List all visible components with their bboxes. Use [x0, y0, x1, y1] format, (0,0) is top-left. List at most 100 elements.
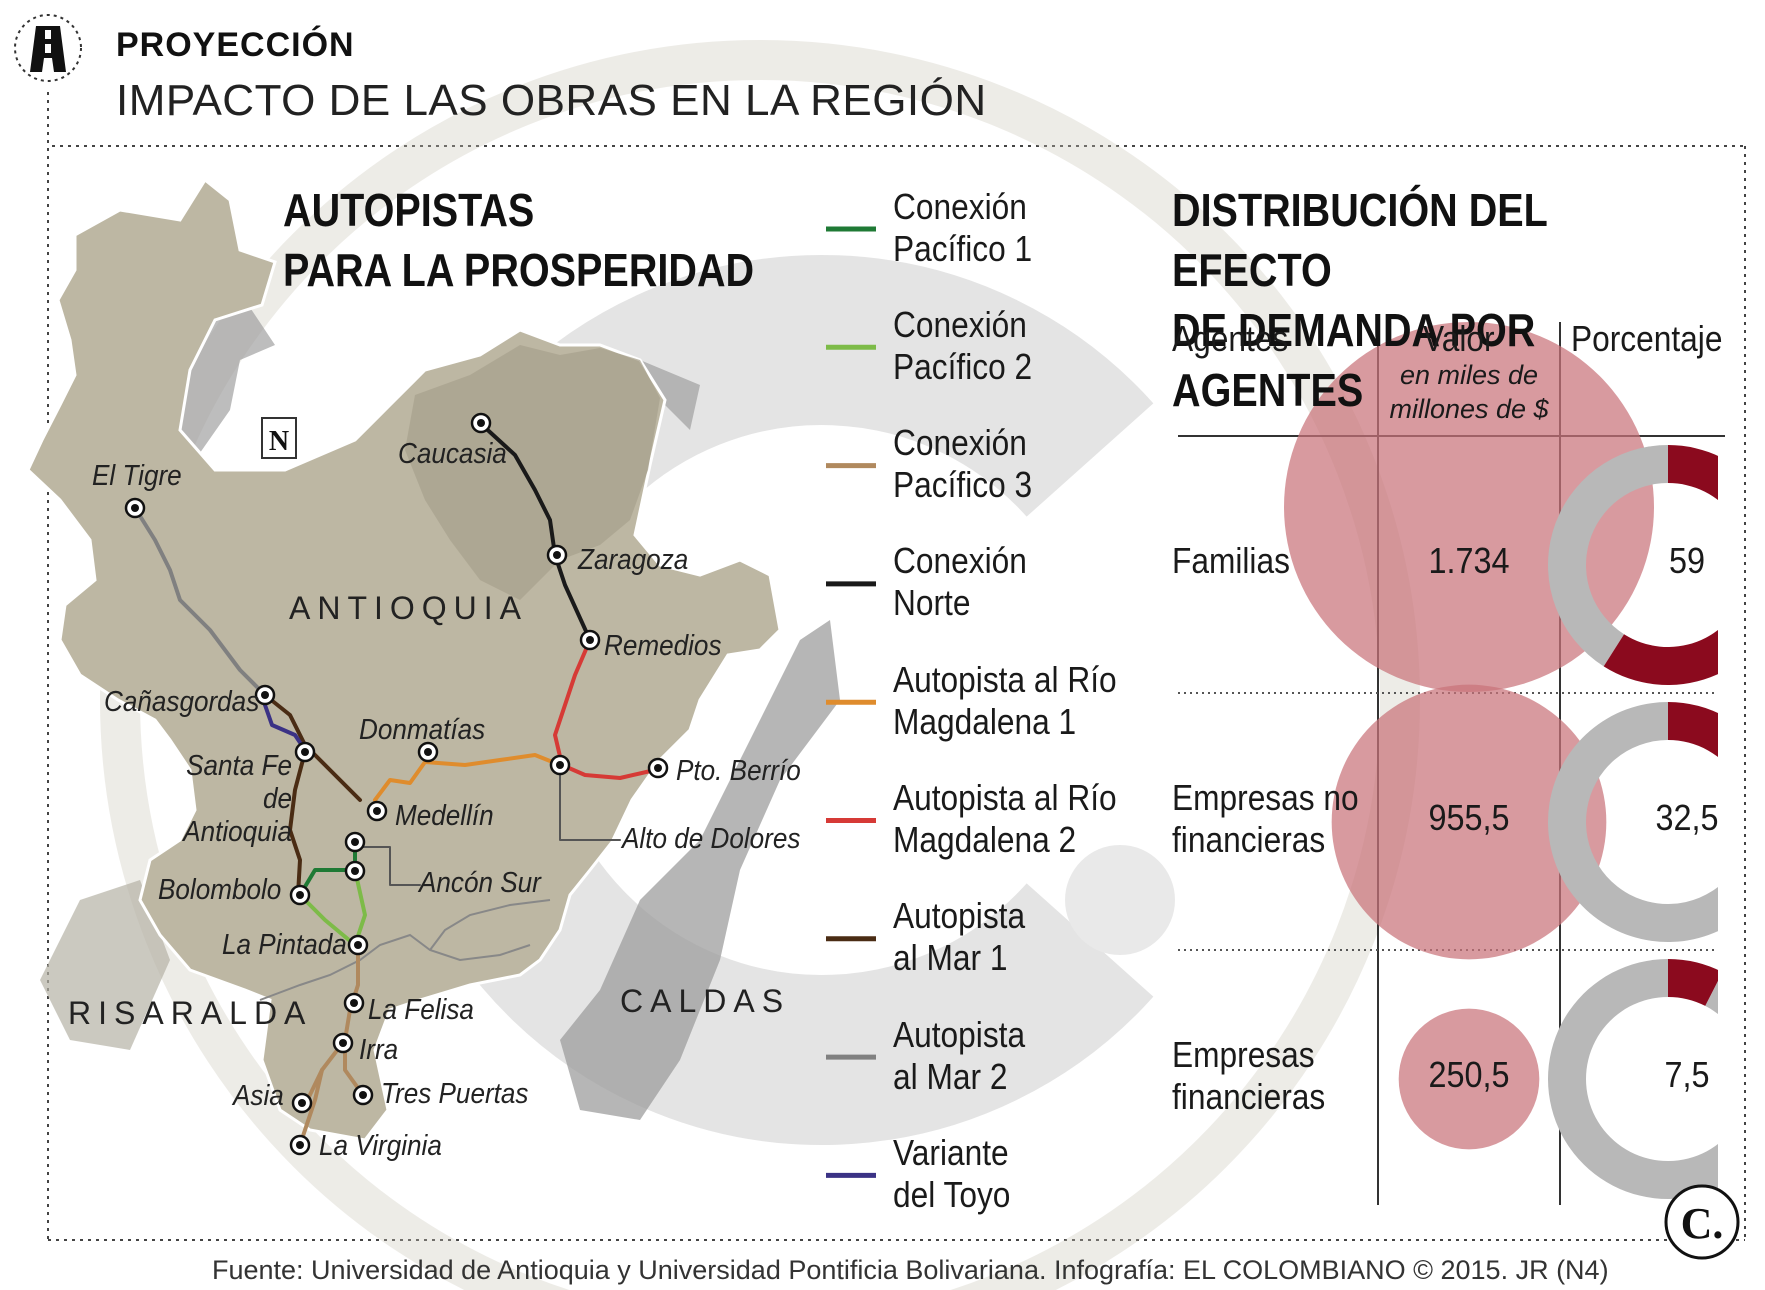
value-bubble	[1398, 1008, 1540, 1150]
water-body	[640, 360, 700, 430]
city-label-santa-fe-text: Santa Fe de Antioquia	[183, 750, 292, 848]
city-marker	[332, 1032, 354, 1054]
route-magdalena-1	[373, 753, 562, 802]
neighbor-region	[560, 620, 840, 1120]
city-marker	[647, 757, 669, 779]
legend-label-pacifico-1: Conexión Pacífico 1	[893, 186, 1033, 269]
city-marker	[124, 497, 146, 519]
agent-label: Empresas financieras	[1172, 1034, 1326, 1117]
route-variante-toyo	[263, 703, 307, 752]
agent-label: Empresas no financieras	[1172, 777, 1359, 860]
neighbor-region	[40, 880, 170, 1050]
city-label-bolombolo: Bolombolo	[158, 874, 282, 906]
city-label-zaragoza: Zaragoza	[578, 544, 689, 576]
city-marker	[417, 741, 439, 763]
legend-label-conexion-norte: Conexión Norte	[893, 540, 1027, 623]
percent-donut-track	[1548, 959, 1765, 1199]
city-marker	[546, 544, 568, 566]
city-marker	[549, 754, 571, 776]
route-alto-dolores-link	[559, 764, 621, 841]
value-label: 955,5	[1428, 797, 1510, 838]
region-label-caldas: CALDAS	[620, 983, 791, 1019]
logo-letter: C.	[1681, 1199, 1724, 1248]
city-label-pto-berrio: Pto. Berrío	[676, 755, 801, 787]
column-header-porcentaje: Porcentaje	[1571, 318, 1723, 359]
city-label-alto-dolores: Alto de Dolores	[622, 823, 801, 855]
department-border	[429, 899, 551, 951]
city-label-caucasia: Caucasia	[398, 438, 507, 470]
agent-label: Familias	[1172, 540, 1290, 581]
legend-label-variante-toyo: Variante del Toyo	[893, 1132, 1011, 1215]
city-marker	[254, 684, 276, 706]
column-header-agentes: Agentes	[1172, 318, 1289, 359]
percent-label: 32,5	[1655, 797, 1719, 838]
source-note: Fuente: Universidad de Antioquia y Unive…	[212, 1255, 1609, 1285]
city-label-la-felisa: La Felisa	[368, 994, 474, 1026]
city-marker	[347, 934, 369, 956]
city-marker	[579, 629, 601, 651]
value-unit-note: en miles de millones de $	[1389, 360, 1549, 424]
north-arrow	[261, 417, 297, 459]
city-marker	[344, 831, 366, 853]
city-label-la-virginia: La Virginia	[319, 1130, 442, 1162]
value-bubble	[1331, 684, 1607, 960]
legend-label-magdalena-1: Autopista al Río Magdalena 1	[893, 659, 1117, 742]
route-ancon-link	[359, 846, 421, 886]
city-label-tres-puertas: Tres Puertas	[381, 1078, 529, 1110]
route-al-mar-1	[288, 750, 307, 897]
route-al-mar-2	[133, 506, 267, 697]
percent-donut-track	[1548, 702, 1765, 942]
city-label-santa-fe: Santa Fe de Antioquia	[166, 750, 292, 849]
city-label-asia: Asia	[233, 1080, 284, 1112]
map-title: AUTOPISTAS PARA LA PROSPERIDAD	[283, 184, 755, 296]
legend-label-magdalena-2: Autopista al Río Magdalena 2	[893, 777, 1117, 860]
legend-label-pacifico-2: Conexión Pacífico 2	[893, 304, 1033, 387]
percent-label: 7,5	[1664, 1054, 1710, 1095]
north-label: N	[269, 426, 289, 457]
city-label-remedios: Remedios	[604, 630, 722, 662]
chart-title: DISTRIBUCIÓN DEL EFECTO DE DEMANDA POR A…	[1172, 184, 1548, 416]
city-marker	[366, 800, 388, 822]
department-shape-north	[405, 345, 660, 600]
city-label-donmatias: Donmatías	[359, 714, 486, 746]
donut-mask	[1718, 440, 1765, 1230]
road-icon	[14, 14, 82, 82]
percent-label: 59	[1668, 540, 1706, 581]
department-border	[259, 933, 531, 1001]
city-label-ancon-sur: Ancón Sur	[419, 867, 541, 899]
city-label-irra: Irra	[359, 1034, 399, 1066]
percent-donut-segment	[1668, 959, 1723, 1006]
legend-label-al-mar-2: Autopista al Mar 2	[893, 1014, 1026, 1097]
region-label-antioquia: ANTIOQUIA	[289, 590, 529, 626]
region-label-risaralda: RISARALDA	[68, 995, 313, 1031]
city-marker	[343, 992, 365, 1014]
legend-label-al-mar-1: Autopista al Mar 1	[893, 895, 1026, 978]
value-label: 1.734	[1428, 540, 1510, 581]
percent-donut-track	[1548, 445, 1668, 667]
map: N	[26, 177, 840, 1147]
city-marker	[294, 741, 316, 763]
header-kicker: PROYECCIÓN	[116, 26, 355, 64]
city-label-medellin: Medellín	[395, 800, 494, 832]
route-conexion-norte	[478, 421, 592, 642]
city-marker	[289, 884, 311, 906]
value-label: 250,5	[1428, 1054, 1510, 1095]
city-marker	[470, 412, 492, 434]
city-label-canasgordas: Cañasgordas	[104, 686, 260, 718]
column-header-valor: Valor	[1423, 318, 1495, 359]
city-marker	[344, 860, 366, 882]
route-magdalena-2	[553, 638, 657, 780]
city-label-el-tigre: El Tigre	[92, 460, 182, 492]
city-label-la-pintada: La Pintada	[222, 929, 347, 961]
el-colombiano-logo	[1664, 1184, 1740, 1260]
city-marker	[289, 1134, 311, 1156]
legend-label-pacifico-3: Conexión Pacífico 3	[893, 422, 1033, 505]
city-marker	[291, 1092, 313, 1114]
city-marker	[352, 1084, 374, 1106]
header-title: IMPACTO DE LAS OBRAS EN LA REGIÓN	[116, 76, 987, 125]
chart-marks	[1284, 146, 1765, 1240]
legend-swatches	[826, 226, 876, 1178]
city-markers	[124, 412, 669, 1156]
